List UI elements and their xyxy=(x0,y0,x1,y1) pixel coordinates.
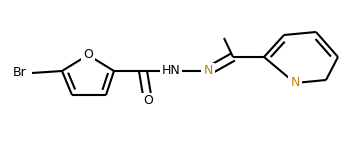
Text: HN: HN xyxy=(162,64,180,78)
Text: Br: Br xyxy=(13,66,27,80)
Text: O: O xyxy=(143,94,153,108)
Text: N: N xyxy=(203,64,213,78)
Text: O: O xyxy=(83,48,93,62)
Text: N: N xyxy=(290,76,300,90)
